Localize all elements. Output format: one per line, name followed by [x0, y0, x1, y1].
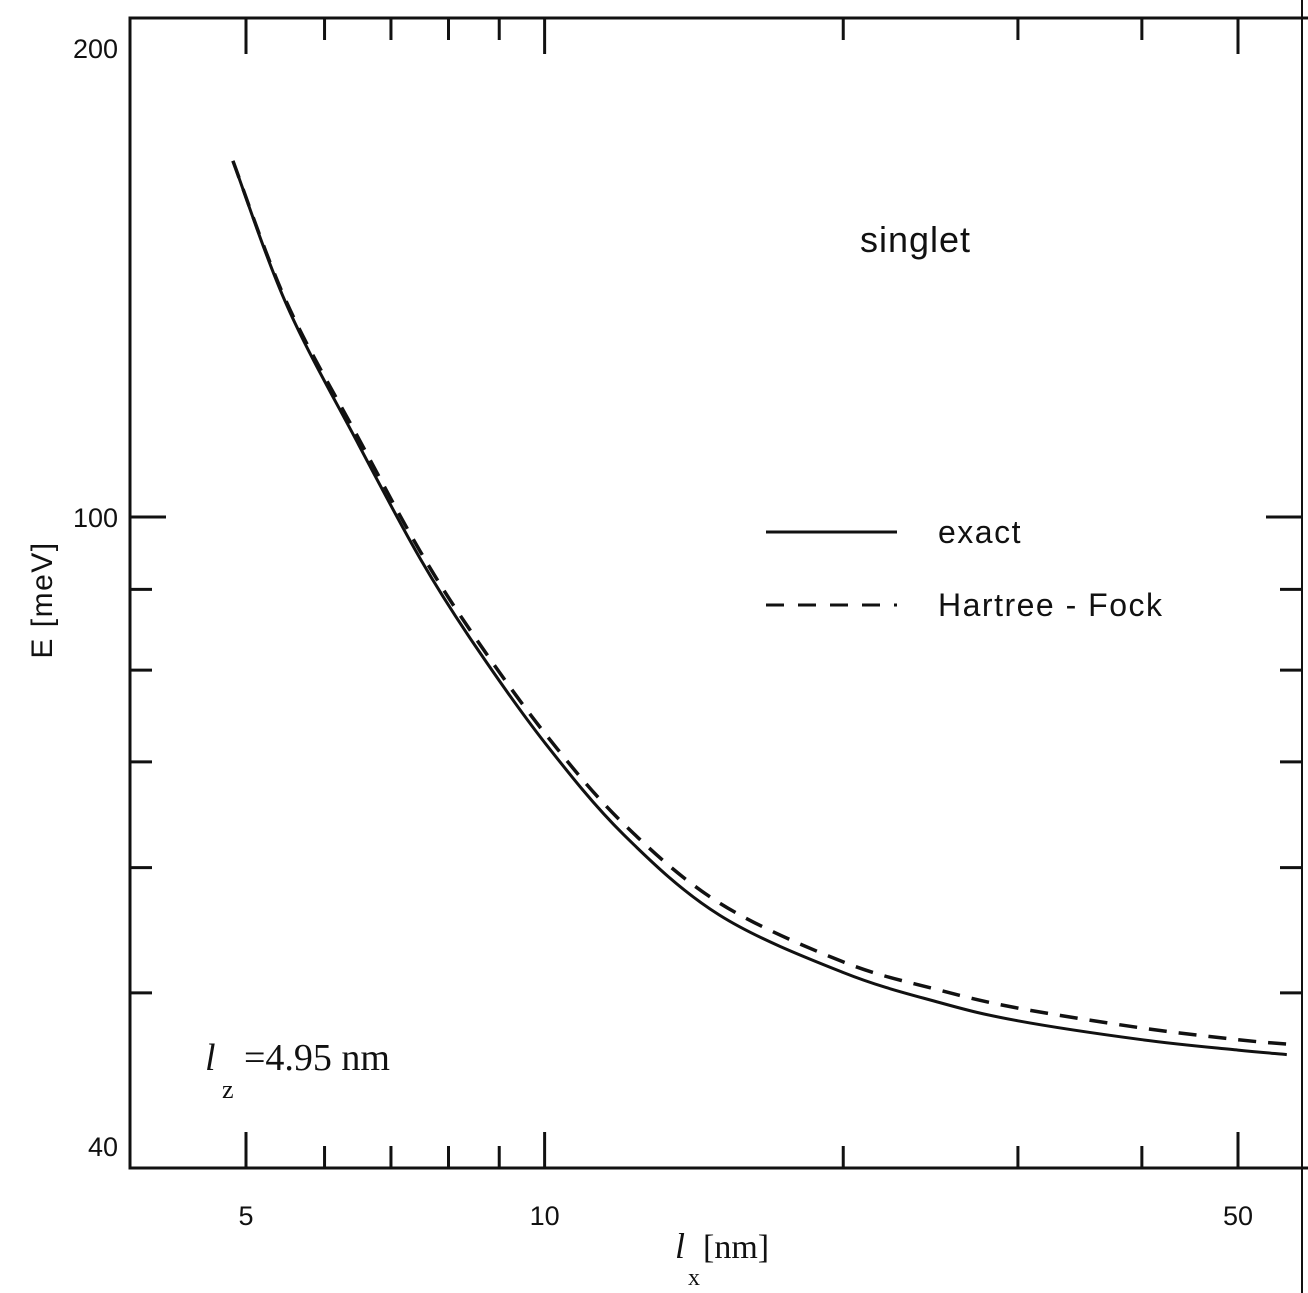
y-axis-label: E [meV] — [26, 541, 59, 658]
parameter-subscript: z — [222, 1075, 234, 1104]
parameter-symbol: l — [205, 1037, 216, 1079]
x-axis-label: l x [nm] — [675, 1226, 769, 1291]
plot-border — [128, 16, 1308, 1170]
legend-hartree-fock-label: Hartree - Fock — [938, 587, 1163, 623]
x-axis-label-subscript: x — [688, 1265, 700, 1291]
parameter-value: =4.95 nm — [244, 1037, 390, 1079]
y-tick-label: 200 — [73, 34, 118, 64]
exact-curve — [231, 160, 1287, 1057]
x-axis-label-symbol: l — [675, 1226, 685, 1266]
x-tick-label: 10 — [530, 1201, 560, 1231]
plot-curves — [231, 160, 1287, 1057]
axis-ticks — [130, 18, 1302, 1168]
plot-frame — [128, 0, 1308, 1293]
singlet-annotation: singlet — [860, 219, 971, 260]
legend: exact Hartree - Fock — [766, 514, 1163, 623]
tick-labels: 5 10 50 40 100 200 — [73, 34, 1253, 1231]
x-tick-label: 50 — [1223, 1201, 1253, 1231]
x-axis-label-unit: [nm] — [703, 1229, 769, 1266]
x-tick-label: 5 — [238, 1201, 253, 1231]
hartree-fock-curve — [231, 160, 1287, 1046]
legend-exact-label: exact — [938, 514, 1022, 550]
y-tick-label: 100 — [73, 503, 118, 533]
parameter-label: l z =4.95 nm — [205, 1037, 390, 1104]
y-tick-label: 40 — [88, 1132, 118, 1162]
